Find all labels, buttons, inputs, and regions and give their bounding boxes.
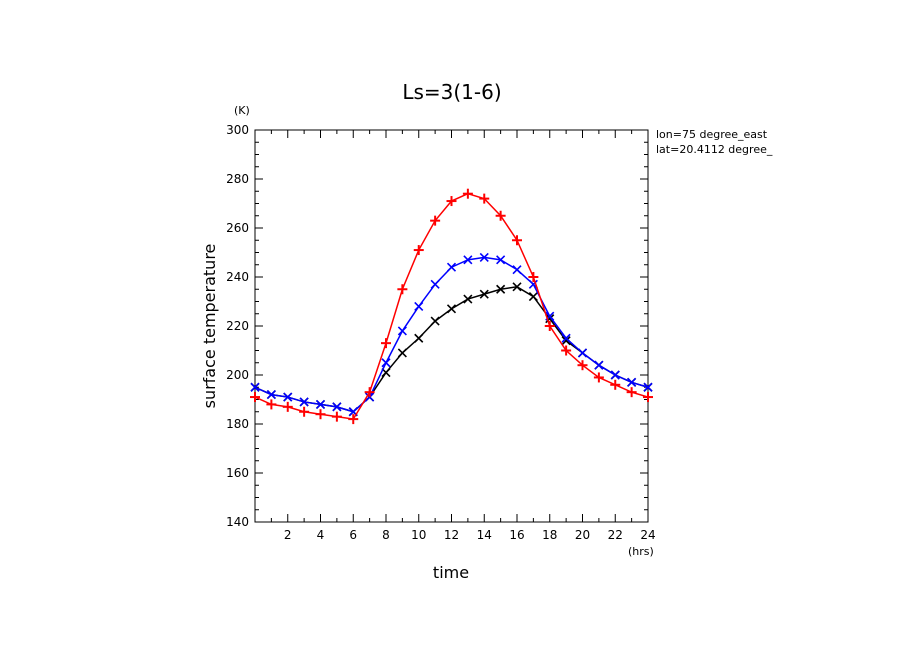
data-point: [512, 235, 522, 246]
y-tick-label: 140: [226, 515, 249, 529]
data-point: [594, 360, 604, 370]
series-line: [254, 256, 649, 413]
x-tick-label: 22: [608, 528, 623, 542]
y-tick-label: 160: [226, 466, 249, 480]
data-point: [479, 252, 489, 262]
data-point: [430, 316, 440, 326]
data-point: [414, 333, 424, 343]
plot-frame: [254, 129, 649, 523]
data-point: [626, 387, 637, 398]
series-2: [250, 188, 653, 425]
x-tick-label: 14: [477, 528, 492, 542]
data-point: [331, 411, 342, 422]
x-tick-label: 12: [444, 528, 459, 542]
data-point: [496, 284, 506, 294]
series-line: [254, 286, 649, 413]
data-point: [381, 338, 391, 349]
data-point: [414, 301, 424, 311]
series-line: [254, 192, 649, 420]
axis-ticks: 2 4 6 8 10 12 14 16 18 20 22 2414016018020022024026…: [226, 123, 656, 542]
y-tick-label: 200: [226, 368, 249, 382]
data-point: [446, 304, 457, 314]
x-tick-label: 16: [509, 528, 524, 542]
data-point: [299, 406, 310, 417]
data-point: [266, 399, 277, 410]
data-point: [463, 294, 473, 304]
data-point: [463, 255, 473, 265]
data-point: [577, 360, 588, 371]
y-tick-label: 280: [226, 172, 249, 186]
data-point: [593, 372, 604, 383]
x-tick-label: 6: [349, 528, 357, 542]
data-point: [528, 272, 539, 282]
data-point: [250, 392, 260, 403]
data-point: [610, 379, 621, 390]
y-axis-label: surface temperature: [200, 244, 219, 409]
x-tick-label: 20: [575, 528, 590, 542]
data-point: [561, 345, 572, 356]
chart-title: Ls=3(1-6): [402, 80, 501, 104]
data-point: [462, 188, 473, 199]
data-point: [479, 193, 490, 204]
data-point: [627, 377, 637, 387]
series-1: [250, 252, 653, 417]
series-0: [250, 282, 653, 417]
data-point: [496, 255, 506, 265]
data-point: [282, 401, 293, 412]
data-point: [397, 284, 408, 295]
data-point: [430, 279, 440, 289]
x-tick-label: 18: [542, 528, 557, 542]
data-point: [643, 382, 653, 392]
data-point: [397, 348, 407, 358]
data-point: [495, 210, 506, 221]
annotation-lon: lon=75 degree_east: [656, 128, 768, 141]
x-tick-label: 24: [640, 528, 655, 542]
x-tick-label: 10: [411, 528, 426, 542]
x-tick-label: 8: [382, 528, 390, 542]
data-point: [446, 262, 457, 272]
data-point: [315, 409, 326, 420]
data-point: [512, 265, 522, 275]
data-point: [250, 382, 260, 392]
data-point: [332, 402, 342, 412]
data-point: [577, 348, 588, 358]
x-axis-label: time: [433, 563, 469, 582]
data-point: [315, 399, 326, 409]
data-point: [413, 245, 424, 256]
data-point: [283, 392, 293, 402]
data-point: [528, 292, 538, 302]
data-point: [430, 215, 441, 226]
data-point: [381, 358, 391, 368]
series-group: [250, 188, 653, 425]
data-point: [479, 289, 489, 299]
data-point: [348, 414, 359, 425]
y-tick-label: 180: [226, 417, 249, 431]
data-point: [561, 336, 571, 346]
data-point: [561, 333, 571, 343]
x-tick-label: 4: [317, 528, 325, 542]
y-tick-label: 260: [226, 221, 249, 235]
data-point: [266, 390, 276, 400]
data-point: [364, 387, 375, 398]
data-point: [512, 282, 522, 292]
y-axis-unit: (K): [234, 104, 250, 117]
data-point: [643, 392, 653, 403]
data-point: [299, 397, 309, 407]
annotation-lat: lat=20.4112 degree_: [656, 143, 773, 156]
x-axis-unit: (hrs): [628, 545, 654, 558]
y-tick-label: 300: [226, 123, 249, 137]
x-tick-label: 2: [284, 528, 292, 542]
data-point: [446, 196, 457, 207]
data-point: [544, 321, 555, 331]
y-tick-label: 240: [226, 270, 249, 284]
y-tick-label: 220: [226, 319, 249, 333]
data-point: [397, 326, 407, 336]
data-point: [610, 370, 620, 380]
